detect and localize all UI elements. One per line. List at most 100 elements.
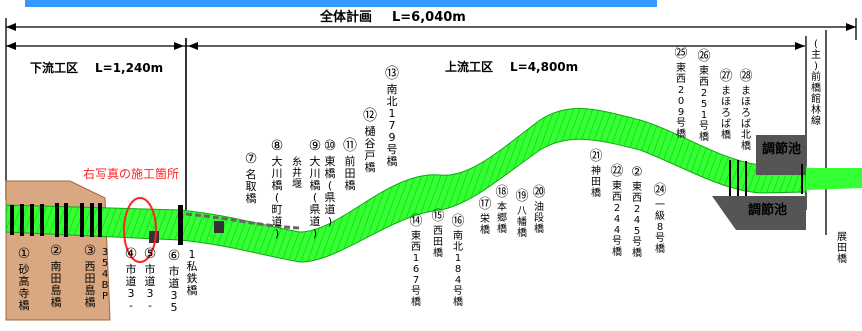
bridge-name-char: 号: [453, 285, 463, 297]
bridge-name-char: 西: [676, 74, 686, 85]
upstream-label: 上流工区: [445, 59, 493, 74]
bridge-name-char: 橋: [387, 154, 398, 168]
overall-dimension: 全体計画 L=6,040m: [5, 9, 857, 200]
bridge-name-char: 号: [655, 232, 665, 244]
bridge-name-char: 7: [389, 119, 396, 132]
bridge-name-char: 田: [837, 243, 847, 254]
bridge-number: ⑨: [309, 138, 322, 154]
bridge-name-char: 高: [19, 274, 30, 288]
bridge-name-char: 8: [455, 264, 461, 275]
bridge-name-char: 館: [811, 92, 821, 105]
bridge-number: ⑮: [431, 209, 444, 224]
bridge-name-char: 鉄: [187, 271, 198, 285]
bridge-number: ㉑: [589, 149, 602, 164]
overall-label: 全体計画: [319, 9, 372, 25]
bridge-name-char: 市: [126, 262, 137, 276]
bridge-name-char: 油: [534, 200, 544, 213]
bridge-name-char: 私: [187, 260, 198, 273]
bridge-name-char: 4: [614, 214, 620, 225]
bridge-number: ⑰: [478, 197, 491, 212]
bridge-name-char: 田: [85, 272, 96, 285]
dashed-road: [185, 212, 301, 230]
pond-label-2: 調節池: [748, 202, 787, 218]
bridge-name-char: 前: [345, 154, 356, 168]
bridge-name-char: 号: [632, 236, 642, 248]
bridge-name-char: (: [313, 191, 317, 204]
bridge-name-char: ま: [741, 85, 751, 97]
bridge-name-char: -: [129, 299, 133, 312]
bridge-name-char: 南: [453, 229, 463, 242]
bridge-number: ⑭: [409, 214, 422, 229]
bridge-name-char: 段: [534, 211, 544, 224]
bridge-name-char: 町: [272, 203, 283, 216]
bridge-number: ⑱: [495, 185, 508, 200]
bridge-name-char: 井: [292, 166, 302, 179]
bridge-name-char: 砂: [19, 263, 30, 276]
bridge-name-char: 5: [102, 258, 108, 269]
bridge-name-char: 田: [51, 272, 62, 285]
bridge-name-char: 5: [634, 226, 640, 237]
bridge-name-char: 主: [811, 49, 821, 61]
photo-site-mark: [149, 231, 159, 243]
bridge-name-char: 橋: [534, 222, 544, 235]
bridge-name-char: 橋: [632, 246, 642, 259]
downstream-label: 下流工区: [30, 60, 78, 75]
bridge-name-char: 橋: [310, 178, 321, 192]
photo-note: 右写真の施工箇所: [83, 166, 179, 181]
bridge-name-char: 橋: [246, 191, 257, 205]
bridge-name-char: 道: [325, 202, 336, 216]
bridge-name-char: ろ: [721, 108, 731, 119]
bridge-name-char: 9: [678, 107, 684, 118]
bridge-name-char: 4: [102, 269, 108, 280]
bridge-label: 糸井堰: [292, 156, 302, 190]
bridge-name-char: 谷: [365, 137, 376, 150]
bridge-name-char: 号: [612, 235, 622, 247]
bridge-number: ②: [50, 243, 63, 259]
bridge-name-char: 堰: [292, 178, 302, 190]
bridge-name-char: 東: [699, 64, 709, 77]
bridge-name-char: 寺: [19, 287, 30, 300]
bridge-name-char: 4: [455, 275, 461, 286]
bridge-name-char: 東: [632, 180, 642, 193]
bridge-name-char: 2: [701, 88, 707, 99]
upstream-bridge-ticks: [729, 160, 803, 196]
bridge-number: ⑥: [168, 248, 181, 264]
bridge-name-char: 名: [246, 167, 257, 181]
bridge-name-char: 川: [272, 167, 283, 180]
bridge-name-char: 8: [657, 222, 663, 233]
upstream-length: L=4,800m: [510, 60, 578, 74]
bridge-name-char: 3: [102, 247, 108, 258]
bridge-name-char: 島: [85, 283, 96, 297]
bridge-name-char: 4: [614, 225, 620, 236]
bridge-name-char: 郷: [497, 212, 507, 224]
bridge-name-char: 1: [413, 253, 419, 264]
bridge-name-char: ほ: [741, 96, 751, 108]
bridge-name-char: 道: [272, 214, 283, 228]
bridge-name-char: (: [275, 191, 279, 204]
bridge-name-char: 西: [85, 260, 96, 273]
bridge-name-char: 道: [169, 276, 180, 290]
bridge-name-char: 西: [433, 226, 443, 237]
bridge-label: 展田橋: [837, 231, 847, 265]
bridge-number: ㉖: [697, 49, 710, 64]
bridge-name-char: -: [148, 299, 152, 312]
bridge-number: ④: [125, 246, 138, 262]
bridge-name-char: 北: [453, 241, 463, 253]
overall-length: L=6,040m: [392, 10, 466, 25]
bridge-name-char: 9: [389, 131, 396, 144]
bridge-name-char: 東: [325, 155, 336, 168]
bridge-name-char: 橋: [365, 160, 376, 174]
bridge-name-char: 号: [387, 143, 398, 156]
bridge-name-char: 橋: [676, 127, 686, 140]
bridge-name-char: 東: [612, 179, 622, 192]
bridge-number: ⑲: [515, 189, 528, 204]
bridge-name-char: 橋: [51, 295, 62, 309]
bridge-name-char: 大: [272, 154, 283, 168]
bridge-name-char: 級: [655, 209, 665, 222]
